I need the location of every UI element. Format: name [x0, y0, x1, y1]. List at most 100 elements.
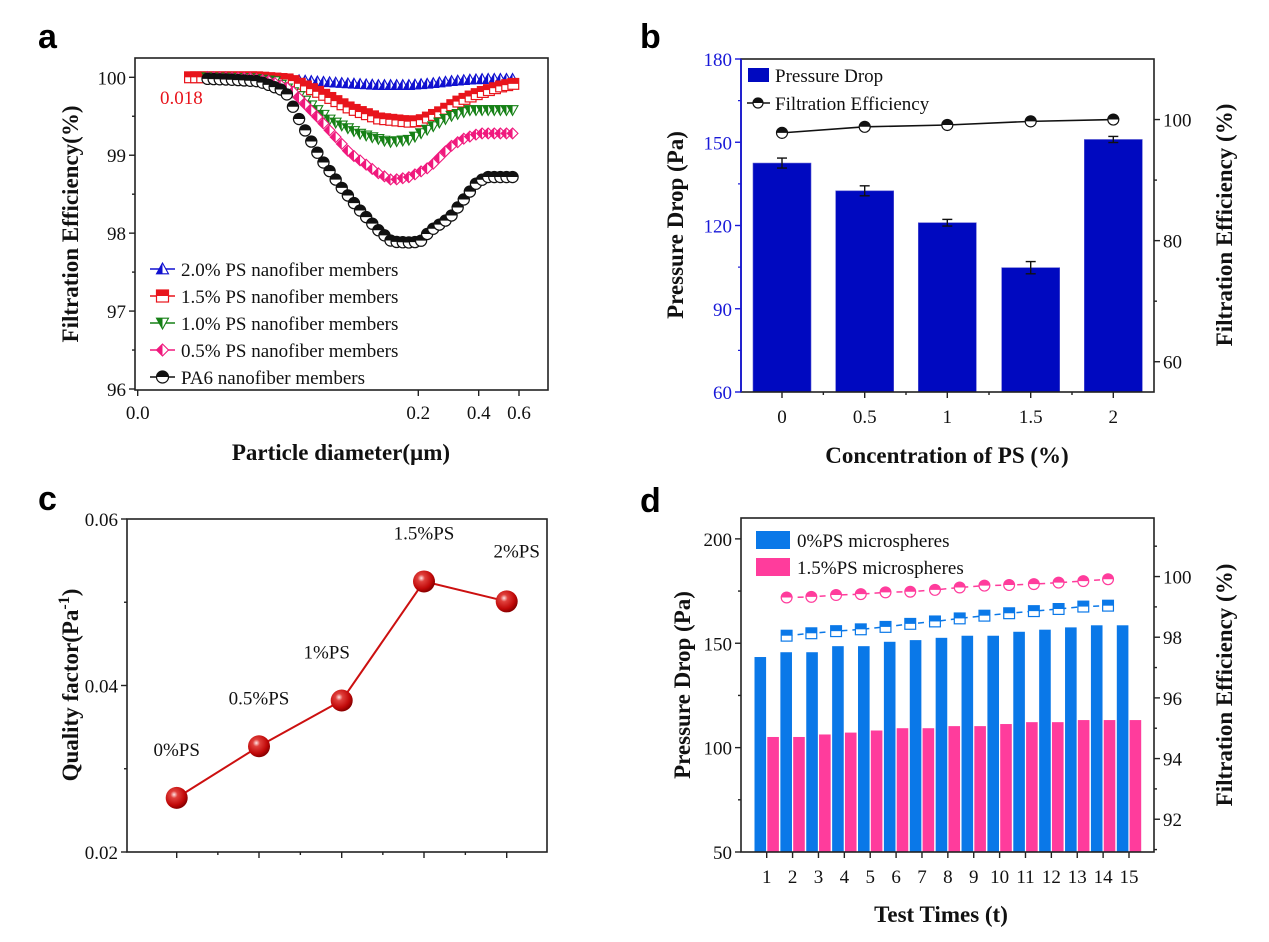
panel-d-bar-15ps — [1000, 724, 1012, 852]
panel-a-data-point — [317, 117, 330, 130]
panel-d-fe-point — [953, 581, 966, 594]
panel-a-data-point — [323, 164, 336, 178]
marker-fill — [311, 111, 318, 123]
panel-a-data-point — [506, 105, 519, 117]
marker-fill — [433, 118, 440, 128]
panel-b-data-point — [858, 120, 871, 133]
panel-d-fe-point — [928, 583, 941, 596]
marker-fill — [391, 136, 397, 147]
panel-d-x-tick-label: 8 — [943, 867, 953, 888]
panel-a-data-point — [311, 110, 324, 124]
panel-d-bar-0ps — [1065, 627, 1077, 852]
panel-d-y2-axis-title: Filtration Efficiency (%) — [1212, 564, 1237, 807]
marker-fill — [372, 79, 379, 90]
panel-d-x-tick-label: 14 — [1094, 867, 1114, 888]
marker-fill — [360, 159, 367, 171]
marker-fill — [954, 582, 966, 588]
panel-d-lines-group — [780, 573, 1115, 642]
panel-d-fe-point — [879, 620, 892, 633]
marker-fill — [465, 91, 476, 97]
panel-a-data-point — [427, 222, 440, 235]
marker-fill — [1003, 579, 1015, 586]
panel-b-x-tick-label: 1.5 — [1019, 407, 1043, 428]
marker-fill — [156, 290, 169, 296]
panel-c-data-point — [330, 689, 353, 712]
panel-b-x-tick-label: 0.5 — [853, 407, 877, 428]
panel-d-fe-point — [1102, 599, 1115, 612]
marker-fill — [379, 170, 385, 182]
panel-a-annotation: 0.018 — [160, 88, 203, 109]
marker-fill — [482, 105, 489, 116]
panel-c-y-tick-label: 0.02 — [85, 843, 118, 864]
marker-fill — [372, 134, 379, 145]
marker-fill — [415, 78, 422, 89]
panel-d-x-tick-label: 3 — [814, 867, 824, 888]
marker-fill — [470, 105, 476, 116]
panel-b-y-tick-label: 90 — [713, 300, 732, 321]
panel-d-x-tick-label: 1 — [762, 867, 772, 888]
marker-fill — [331, 95, 342, 102]
marker-fill — [1107, 114, 1119, 120]
panel-c-point-label: 2%PS — [493, 541, 539, 562]
panel-d-y2-tick-label: 92 — [1163, 810, 1182, 831]
panel-d-fe-point — [953, 612, 966, 625]
marker-fill — [1077, 575, 1089, 582]
marker-fill — [282, 74, 293, 80]
panel-b-y2-tick-label: 80 — [1163, 232, 1182, 253]
marker-fill — [440, 114, 446, 125]
panel-d-x-tick-label: 4 — [840, 867, 850, 888]
marker-fill — [452, 75, 458, 85]
panel-b-data-point — [1107, 113, 1120, 126]
marker-fill — [488, 128, 495, 139]
marker-fill — [476, 73, 483, 84]
marker-fill — [422, 112, 434, 118]
panel-d-fe-point — [805, 627, 818, 640]
panel-d-bar-15ps — [974, 726, 986, 852]
panel-c-line-group: 0%PS 0.5%PS 1%PS 1.5%PS 2%PS — [153, 523, 540, 809]
panel-c-point-label: 0%PS — [153, 740, 199, 761]
marker-fill — [324, 92, 336, 98]
marker-fill — [488, 105, 495, 116]
marker-fill — [373, 113, 385, 119]
panel-d-fe-point — [978, 609, 991, 622]
marker-fill — [305, 105, 312, 117]
panel-d-fe-point — [1052, 576, 1065, 589]
marker-fill — [342, 189, 354, 196]
panel-b-legend-label: Filtration Efficiency — [775, 94, 930, 115]
panel-a-data-point — [378, 170, 391, 183]
panel-b-y-axis-title: Pressure Drop (Pa) — [663, 131, 688, 319]
panel-a-data-point — [292, 91, 306, 105]
marker-fill — [1028, 578, 1040, 585]
marker-fill — [184, 71, 196, 78]
marker-fill — [421, 125, 428, 136]
marker-fill — [433, 77, 440, 87]
panel-b-bar — [1084, 139, 1143, 393]
marker-fill — [1102, 600, 1114, 606]
marker-fill — [398, 115, 409, 122]
panel-d-bar-15ps — [844, 732, 857, 852]
panel-a-legend-label: PA6 nanofiber members — [181, 368, 365, 389]
marker-fill — [477, 86, 489, 92]
marker-fill — [311, 147, 323, 153]
panel-b-bar — [1001, 267, 1061, 393]
marker-fill — [270, 73, 281, 79]
panel-a-data-point — [433, 151, 446, 164]
panel-b-legend-label: Pressure Drop — [775, 66, 883, 87]
marker-fill — [305, 135, 317, 142]
marker-fill — [1025, 115, 1037, 122]
marker-fill — [855, 623, 867, 630]
panel-b-y-tick-label: 60 — [713, 383, 732, 404]
panel-d-bar-0ps — [1116, 625, 1129, 852]
marker-fill — [507, 105, 513, 116]
panel-d-x-tick-label: 9 — [969, 867, 979, 888]
panel-a-legend-label: 1.5% PS nanofiber members — [181, 287, 398, 308]
panel-d-y2-tick-label: 94 — [1163, 750, 1183, 771]
panel-a-data-point — [372, 167, 385, 180]
panel-d-x-tick-label: 10 — [990, 867, 1009, 888]
panel-b-legend: Pressure Drop Filtration Efficiency — [747, 66, 930, 115]
marker-fill — [459, 93, 470, 99]
marker-fill — [156, 263, 163, 274]
marker-fill — [354, 78, 361, 89]
panel-d-fe-point — [830, 625, 843, 638]
